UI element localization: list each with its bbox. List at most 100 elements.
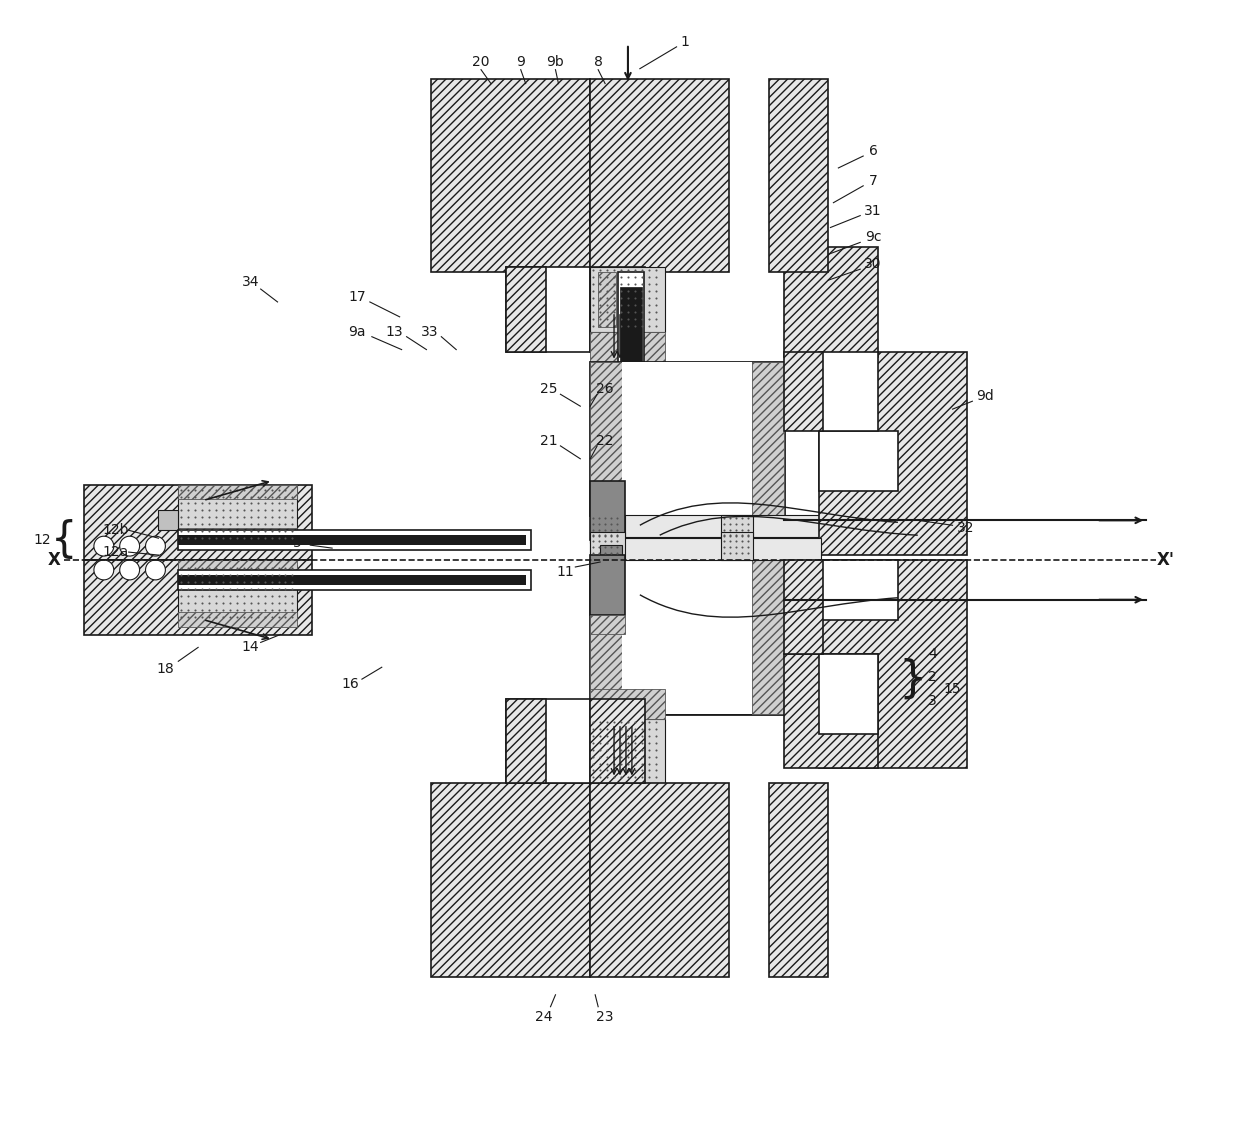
Text: 9c: 9c bbox=[864, 230, 882, 245]
Bar bbox=[618, 560, 644, 838]
Bar bbox=[179, 560, 298, 575]
Bar bbox=[84, 560, 312, 636]
Bar bbox=[432, 784, 590, 977]
Bar bbox=[784, 247, 878, 357]
Bar bbox=[784, 655, 878, 769]
Bar bbox=[590, 79, 729, 272]
Bar bbox=[590, 689, 665, 719]
Circle shape bbox=[145, 560, 165, 580]
Text: 30: 30 bbox=[864, 257, 882, 271]
Text: 3: 3 bbox=[929, 694, 937, 708]
Bar bbox=[818, 351, 878, 431]
Bar bbox=[598, 272, 616, 326]
Bar bbox=[818, 655, 878, 734]
Text: 9: 9 bbox=[516, 54, 526, 69]
Bar bbox=[590, 560, 784, 714]
Circle shape bbox=[145, 536, 165, 557]
Text: 25: 25 bbox=[539, 383, 557, 396]
Bar bbox=[179, 570, 531, 589]
Text: 12a: 12a bbox=[103, 545, 129, 559]
Bar bbox=[590, 555, 625, 614]
Text: 14: 14 bbox=[242, 640, 259, 655]
Text: 9b: 9b bbox=[547, 54, 564, 69]
Bar bbox=[769, 784, 828, 977]
Text: 33: 33 bbox=[420, 325, 438, 339]
Bar bbox=[722, 532, 753, 560]
Bar bbox=[590, 268, 645, 351]
Bar bbox=[818, 560, 898, 620]
Bar bbox=[818, 351, 967, 555]
Bar bbox=[624, 272, 642, 326]
Bar bbox=[590, 539, 821, 560]
Text: 34: 34 bbox=[242, 275, 259, 289]
Bar bbox=[179, 528, 298, 543]
Bar bbox=[159, 510, 179, 531]
Circle shape bbox=[120, 560, 140, 580]
Text: 15: 15 bbox=[944, 682, 961, 697]
Text: 22: 22 bbox=[596, 434, 614, 448]
Bar bbox=[590, 699, 645, 784]
Text: 31: 31 bbox=[864, 203, 882, 218]
Bar bbox=[784, 560, 823, 655]
Text: 9d: 9d bbox=[976, 390, 994, 403]
Bar bbox=[590, 532, 625, 560]
Text: 21: 21 bbox=[539, 434, 557, 448]
Bar bbox=[179, 575, 526, 585]
Bar bbox=[179, 535, 526, 545]
Bar bbox=[590, 540, 625, 560]
Text: 12b: 12b bbox=[103, 523, 129, 537]
Bar bbox=[751, 361, 784, 515]
Bar bbox=[590, 515, 821, 537]
Bar bbox=[590, 361, 622, 515]
Bar bbox=[506, 268, 546, 351]
Text: {: { bbox=[51, 519, 77, 561]
Text: X': X' bbox=[1157, 551, 1176, 569]
Text: 32: 32 bbox=[957, 522, 975, 535]
Bar bbox=[179, 531, 531, 550]
Bar bbox=[618, 272, 644, 560]
Bar bbox=[590, 614, 625, 634]
Text: 1: 1 bbox=[680, 35, 689, 49]
Text: 24: 24 bbox=[534, 1009, 552, 1024]
Text: 11: 11 bbox=[557, 564, 574, 579]
Bar bbox=[432, 79, 590, 272]
Text: 5: 5 bbox=[293, 536, 301, 550]
Bar bbox=[179, 484, 298, 499]
Bar bbox=[179, 612, 298, 627]
Text: 18: 18 bbox=[156, 663, 175, 676]
Bar bbox=[590, 515, 625, 543]
Text: 13: 13 bbox=[386, 325, 403, 339]
Text: 4: 4 bbox=[929, 647, 937, 662]
Bar bbox=[590, 719, 665, 784]
Circle shape bbox=[120, 536, 140, 557]
Bar bbox=[179, 564, 298, 620]
Text: 23: 23 bbox=[596, 1009, 614, 1024]
Text: 6: 6 bbox=[869, 145, 878, 158]
Text: 20: 20 bbox=[472, 54, 490, 69]
Text: 2: 2 bbox=[929, 671, 937, 684]
Bar bbox=[722, 515, 753, 543]
Bar bbox=[600, 545, 622, 560]
Bar bbox=[598, 719, 616, 773]
Text: 26: 26 bbox=[596, 383, 614, 396]
Bar bbox=[622, 560, 751, 714]
Circle shape bbox=[94, 560, 114, 580]
Bar bbox=[590, 268, 665, 332]
Bar bbox=[818, 560, 967, 769]
Bar bbox=[751, 560, 784, 714]
Bar bbox=[769, 79, 828, 272]
Bar bbox=[624, 719, 642, 773]
Bar bbox=[590, 560, 622, 714]
Bar bbox=[590, 332, 665, 361]
Text: X: X bbox=[48, 551, 61, 569]
Text: 16: 16 bbox=[341, 677, 358, 691]
Text: }: } bbox=[899, 658, 928, 701]
Text: 12: 12 bbox=[33, 533, 51, 548]
Text: 9a: 9a bbox=[348, 325, 366, 339]
Bar bbox=[84, 484, 312, 560]
Bar bbox=[818, 431, 898, 490]
Bar bbox=[622, 361, 751, 515]
Bar bbox=[620, 287, 642, 555]
Bar bbox=[620, 560, 642, 823]
Circle shape bbox=[94, 536, 114, 557]
